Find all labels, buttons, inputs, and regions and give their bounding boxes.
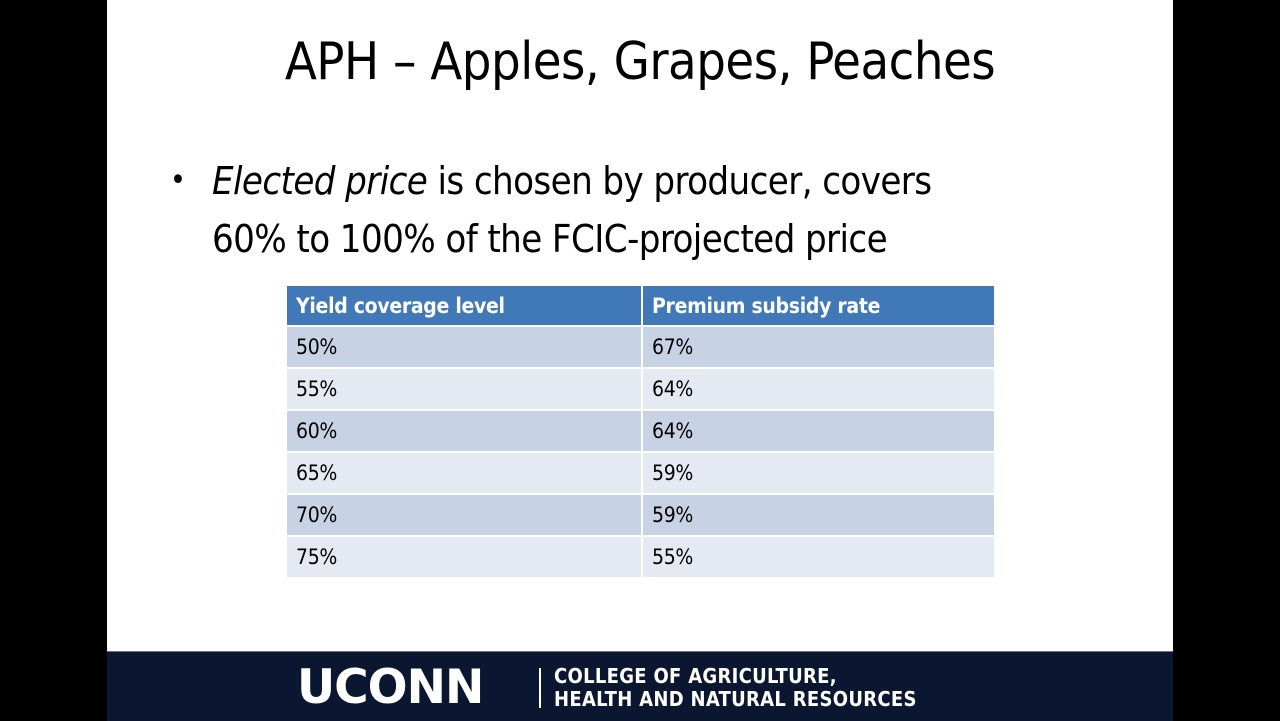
column-header-yield-coverage: Yield coverage level — [285, 284, 643, 327]
cell-subsidy-rate: 55% — [641, 535, 996, 579]
college-name-line1: COLLEGE OF AGRICULTURE, — [554, 664, 837, 688]
college-name-line2: HEALTH AND NATURAL RESOURCES — [554, 687, 917, 711]
cell-subsidy-rate: 59% — [641, 493, 996, 537]
subsidy-table: Yield coverage level Premium subsidy rat… — [285, 284, 996, 579]
cell-subsidy-rate: 67% — [641, 325, 996, 369]
logo-divider — [539, 668, 541, 708]
bullet-line2: 60% to 100% of the FCIC-projected price — [212, 217, 888, 261]
uconn-logo: UCONN — [297, 660, 484, 715]
table-row: 65% 59% — [285, 451, 996, 495]
college-name: COLLEGE OF AGRICULTURE, HEALTH AND NATUR… — [554, 665, 917, 711]
bullet-point: • Elected price is chosen by producer, c… — [170, 152, 1070, 268]
table-row: 50% 67% — [285, 325, 996, 369]
table-row: 70% 59% — [285, 493, 996, 537]
cell-yield-coverage: 60% — [285, 409, 643, 453]
cell-yield-coverage: 70% — [285, 493, 643, 537]
table-row: 55% 64% — [285, 367, 996, 411]
slide-title: APH – Apples, Grapes, Peaches — [284, 32, 996, 92]
cell-yield-coverage: 75% — [285, 535, 643, 579]
table-row: 60% 64% — [285, 409, 996, 453]
cell-subsidy-rate: 64% — [641, 409, 996, 453]
bullet-text: Elected price is chosen by producer, cov… — [212, 152, 1070, 268]
bullet-line1-rest: is chosen by producer, covers — [427, 159, 932, 203]
cell-yield-coverage: 55% — [285, 367, 643, 411]
bullet-marker: • — [170, 163, 186, 198]
slide: APH – Apples, Grapes, Peaches • Elected … — [107, 0, 1173, 721]
cell-subsidy-rate: 64% — [641, 367, 996, 411]
cell-yield-coverage: 50% — [285, 325, 643, 369]
table-header-row: Yield coverage level Premium subsidy rat… — [285, 284, 996, 327]
cell-subsidy-rate: 59% — [641, 451, 996, 495]
cell-yield-coverage: 65% — [285, 451, 643, 495]
bullet-italic-lead: Elected price — [212, 159, 428, 203]
footer-banner: UCONN COLLEGE OF AGRICULTURE, HEALTH AND… — [107, 651, 1173, 721]
column-header-premium-subsidy: Premium subsidy rate — [641, 284, 996, 327]
table-row: 75% 55% — [285, 535, 996, 579]
